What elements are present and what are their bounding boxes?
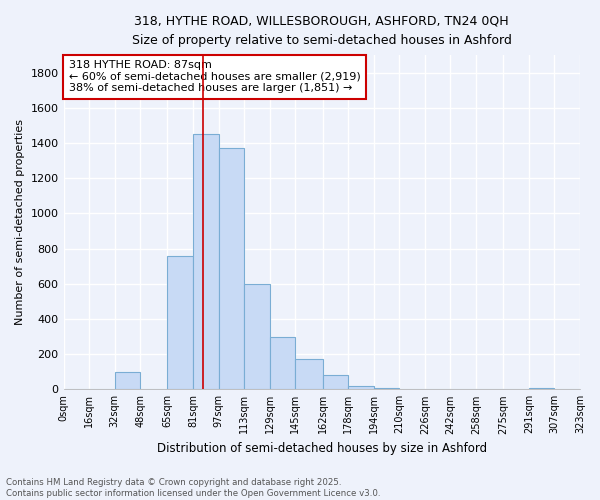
Bar bbox=[295, 358, 323, 390]
Bar bbox=[374, 388, 400, 390]
Bar bbox=[529, 388, 554, 390]
X-axis label: Distribution of semi-detached houses by size in Ashford: Distribution of semi-detached houses by … bbox=[157, 442, 487, 455]
Bar bbox=[167, 256, 193, 390]
Bar bbox=[270, 336, 295, 390]
Bar bbox=[244, 284, 270, 390]
Text: 318 HYTHE ROAD: 87sqm
← 60% of semi-detached houses are smaller (2,919)
38% of s: 318 HYTHE ROAD: 87sqm ← 60% of semi-deta… bbox=[69, 60, 361, 94]
Bar bbox=[193, 134, 218, 390]
Bar bbox=[218, 148, 244, 390]
Bar bbox=[115, 372, 140, 390]
Bar bbox=[323, 375, 348, 390]
Bar bbox=[64, 389, 89, 390]
Bar bbox=[348, 386, 374, 390]
Title: 318, HYTHE ROAD, WILLESBOROUGH, ASHFORD, TN24 0QH
Size of property relative to s: 318, HYTHE ROAD, WILLESBOROUGH, ASHFORD,… bbox=[132, 15, 512, 47]
Text: Contains HM Land Registry data © Crown copyright and database right 2025.
Contai: Contains HM Land Registry data © Crown c… bbox=[6, 478, 380, 498]
Y-axis label: Number of semi-detached properties: Number of semi-detached properties bbox=[15, 119, 25, 325]
